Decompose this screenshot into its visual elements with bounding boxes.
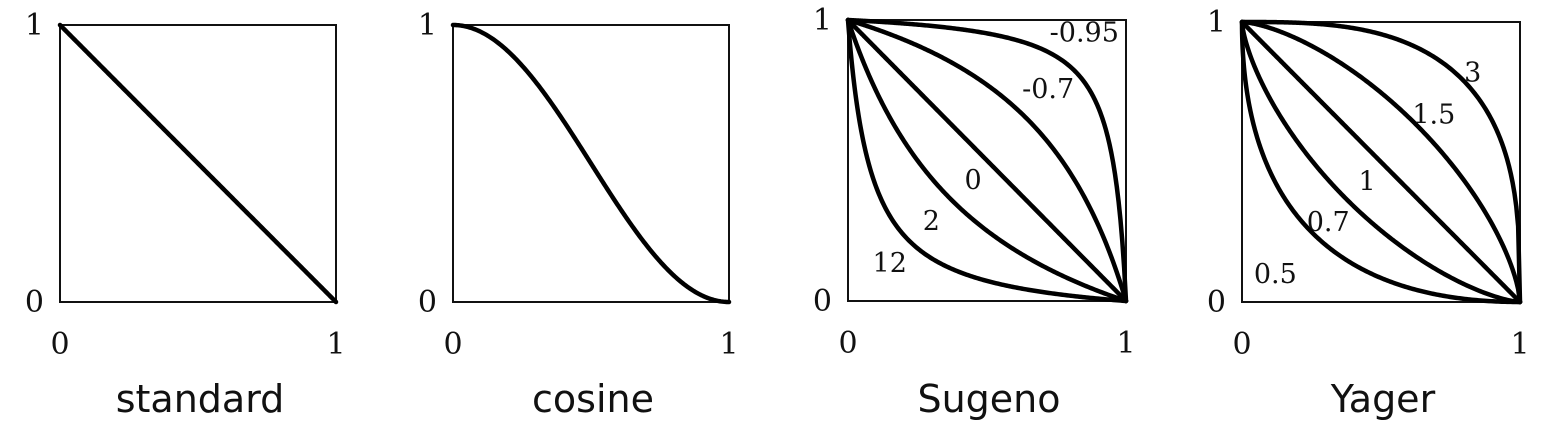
- series-label: 3: [1464, 57, 1481, 88]
- plot-frame: [1241, 21, 1521, 303]
- series-line-2: [845, 17, 1129, 304]
- series-label: -0.95: [1050, 18, 1119, 49]
- series-line-0.7: [1239, 19, 1523, 305]
- x-tick-label: 0: [50, 327, 69, 362]
- plot-frame: [59, 24, 337, 303]
- series-line-0: [845, 17, 1129, 304]
- panel-title: Sugeno: [917, 377, 1060, 421]
- chart-panel-standard: 0 1 0 1 standard: [25, 8, 346, 421]
- series-label: 12: [873, 248, 907, 279]
- panel-title: standard: [116, 377, 285, 421]
- chart-panel-cosine: 0 1 0 1 cosine: [418, 8, 739, 421]
- x-tick-label: 1: [1116, 326, 1135, 361]
- x-tick-label: 1: [326, 327, 345, 362]
- series-line-12: [845, 17, 1129, 304]
- plot-frame: [847, 19, 1127, 302]
- y-tick-label: 0: [813, 284, 832, 319]
- series-line-0.5: [1239, 19, 1523, 305]
- x-tick-label: 0: [1232, 327, 1251, 362]
- series-label: 1.5: [1412, 99, 1455, 130]
- plot-frame: [452, 24, 730, 303]
- y-tick-label: 1: [813, 3, 832, 38]
- panel-title: Yager: [1330, 377, 1436, 421]
- y-tick-label: 0: [25, 285, 44, 320]
- y-tick-label: 0: [418, 285, 437, 320]
- series-label: 2: [923, 206, 940, 237]
- series-label: 1: [1359, 167, 1376, 198]
- series-line--0.95: [845, 17, 1129, 304]
- series-line-1.5: [1239, 19, 1523, 305]
- series-label: 0.5: [1254, 259, 1297, 290]
- series-line: [450, 22, 732, 305]
- y-tick-label: 1: [25, 8, 44, 43]
- series-line-3: [1239, 19, 1523, 305]
- series-line-1: [1239, 19, 1523, 305]
- series-line: [57, 22, 339, 305]
- y-tick-label: 0: [1207, 285, 1226, 320]
- panel-title: cosine: [532, 377, 654, 421]
- series-label: -0.7: [1022, 74, 1074, 105]
- series-line--0.7: [845, 17, 1129, 304]
- series-label: 0: [965, 165, 982, 196]
- x-tick-label: 0: [443, 327, 462, 362]
- y-tick-label: 1: [1207, 5, 1226, 40]
- y-tick-label: 1: [418, 8, 437, 43]
- x-tick-label: 0: [838, 326, 857, 361]
- x-tick-label: 1: [1510, 327, 1529, 362]
- x-tick-label: 1: [719, 327, 738, 362]
